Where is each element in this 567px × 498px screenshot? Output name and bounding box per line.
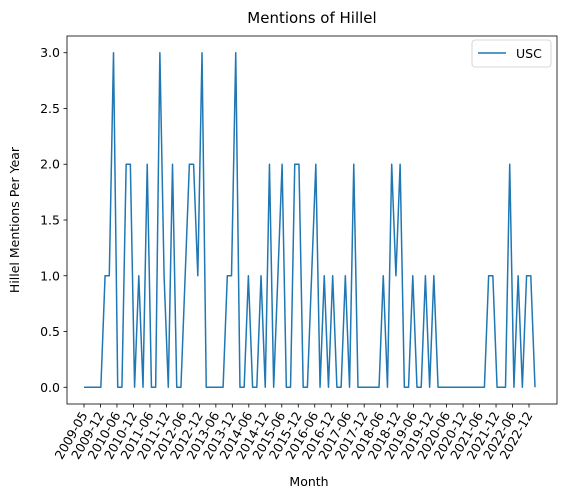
y-tick-label: 1.0 <box>40 268 60 283</box>
y-tick-label: 2.5 <box>40 101 60 116</box>
y-tick-label: 0.0 <box>40 380 60 395</box>
series-line-usc <box>84 51 536 389</box>
y-tick-label: 3.0 <box>40 45 60 60</box>
legend-box <box>471 39 552 68</box>
plot-frame <box>66 35 558 405</box>
y-axis: 0.0 0.5 1.0 1.5 2.0 2.5 3.0 <box>40 45 67 395</box>
x-axis-label: Month <box>289 474 328 489</box>
y-tick-label: 1.5 <box>40 213 60 228</box>
y-tick-label: 0.5 <box>40 324 60 339</box>
chart-title: Mentions of Hillel <box>247 9 376 27</box>
y-tick-label: 2.0 <box>40 157 60 172</box>
y-axis-label: Hillel Mentions Per Year <box>7 146 22 293</box>
legend: USC <box>471 39 552 68</box>
legend-label-usc: USC <box>516 46 542 61</box>
x-axis: 2009-052009-122010-062010-122011-062011-… <box>51 404 536 462</box>
plot-area <box>67 36 557 404</box>
